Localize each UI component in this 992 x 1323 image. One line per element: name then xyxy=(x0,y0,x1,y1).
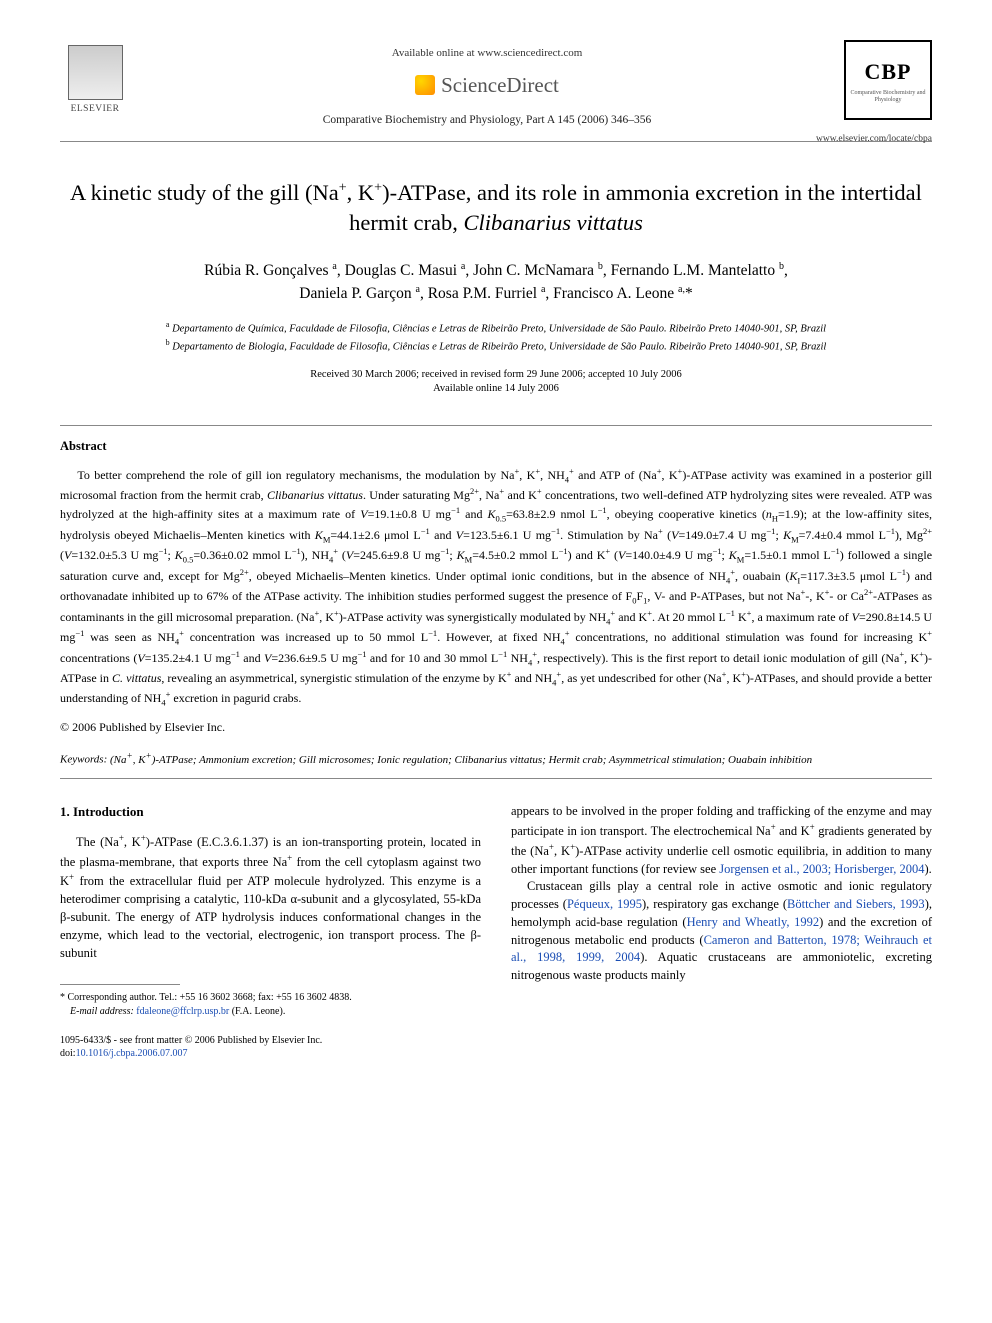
intro-para-1-cont: appears to be involved in the proper fol… xyxy=(511,803,932,878)
corresponding-email[interactable]: fdaleone@ffclrp.usp.br xyxy=(136,1006,229,1017)
affiliation-b: Departamento de Biologia, Faculdade de F… xyxy=(172,342,826,353)
sciencedirect-text: ScienceDirect xyxy=(441,71,559,99)
link-pequeux[interactable]: Péqueux, 1995 xyxy=(567,897,642,911)
sciencedirect-icon xyxy=(415,75,435,95)
article-title: A kinetic study of the gill (Na+, K+)-AT… xyxy=(60,178,932,239)
cbp-subtitle: Comparative Biochemistry and Physiology xyxy=(850,90,926,103)
elsevier-logo: ELSEVIER xyxy=(60,40,130,120)
header-center: Available online at www.sciencedirect.co… xyxy=(130,40,844,129)
article-dates: Received 30 March 2006; received in revi… xyxy=(60,368,932,397)
column-right: appears to be involved in the proper fol… xyxy=(511,803,932,1018)
authors-line-2: Daniela P. Garçon a, Rosa P.M. Furriel a… xyxy=(299,285,692,302)
link-cameron[interactable]: Cameron and Batterton, 1978; Weihrauch e… xyxy=(511,933,932,965)
affiliations: a Departamento de Química, Faculdade de … xyxy=(60,319,932,355)
authors-line-1: Rúbia R. Gonçalves a, Douglas C. Masui a… xyxy=(204,262,788,279)
available-online-text: Available online at www.sciencedirect.co… xyxy=(130,46,844,61)
cbp-container: CBP Comparative Biochemistry and Physiol… xyxy=(844,40,932,120)
front-matter: 1095-6433/$ - see front matter © 2006 Pu… xyxy=(60,1035,322,1046)
cbp-logo-box: CBP Comparative Biochemistry and Physiol… xyxy=(844,40,932,120)
received-date: Received 30 March 2006; received in revi… xyxy=(310,369,681,380)
sciencedirect-logo: ScienceDirect xyxy=(415,71,559,99)
link-jorgensen[interactable]: Jorgensen et al., 2003; Horisberger, 200… xyxy=(719,862,924,876)
doi-label: doi: xyxy=(60,1048,76,1059)
column-left: 1. Introduction The (Na+, K+)-ATPase (E.… xyxy=(60,803,481,1018)
rule-after-keywords xyxy=(60,778,932,779)
body-columns: 1. Introduction The (Na+, K+)-ATPase (E.… xyxy=(60,803,932,1018)
bottom-info: 1095-6433/$ - see front matter © 2006 Pu… xyxy=(60,1034,932,1060)
corresponding-text: * Corresponding author. Tel.: +55 16 360… xyxy=(60,992,352,1003)
affiliation-a: Departamento de Química, Faculdade de Fi… xyxy=(172,324,826,335)
keywords-text: (Na+, K+)-ATPase; Ammonium excretion; Gi… xyxy=(107,754,812,766)
email-label: E-mail address: xyxy=(70,1006,134,1017)
intro-para-2: Crustacean gills play a central role in … xyxy=(511,878,932,985)
keywords-label: Keywords: xyxy=(60,754,107,766)
abstract-body: To better comprehend the role of gill io… xyxy=(60,465,932,709)
link-bottcher[interactable]: Böttcher and Siebers, 1993 xyxy=(787,897,925,911)
intro-para-1: The (Na+, K+)-ATPase (E.C.3.6.1.37) is a… xyxy=(60,832,481,963)
elsevier-tree-icon xyxy=(68,45,123,100)
footnote-rule xyxy=(60,984,180,985)
journal-header: ELSEVIER Available online at www.science… xyxy=(60,40,932,142)
keywords: Keywords: (Na+, K+)-ATPase; Ammonium exc… xyxy=(60,749,932,768)
email-suffix: (F.A. Leone). xyxy=(229,1006,285,1017)
journal-reference: Comparative Biochemistry and Physiology,… xyxy=(130,113,844,129)
cbp-url: www.elsevier.com/locate/cbpa xyxy=(816,133,932,146)
copyright: © 2006 Published by Elsevier Inc. xyxy=(60,719,932,735)
introduction-heading: 1. Introduction xyxy=(60,803,481,821)
cbp-label: CBP xyxy=(865,57,912,87)
corresponding-footnote: * Corresponding author. Tel.: +55 16 360… xyxy=(60,991,481,1018)
authors: Rúbia R. Gonçalves a, Douglas C. Masui a… xyxy=(60,258,932,305)
elsevier-label: ELSEVIER xyxy=(71,103,120,116)
online-date: Available online 14 July 2006 xyxy=(433,383,559,394)
doi-link[interactable]: 10.1016/j.cbpa.2006.07.007 xyxy=(76,1048,188,1059)
link-henry[interactable]: Henry and Wheatly, 1992 xyxy=(687,915,820,929)
abstract-heading: Abstract xyxy=(60,438,932,455)
rule-before-abstract xyxy=(60,425,932,426)
